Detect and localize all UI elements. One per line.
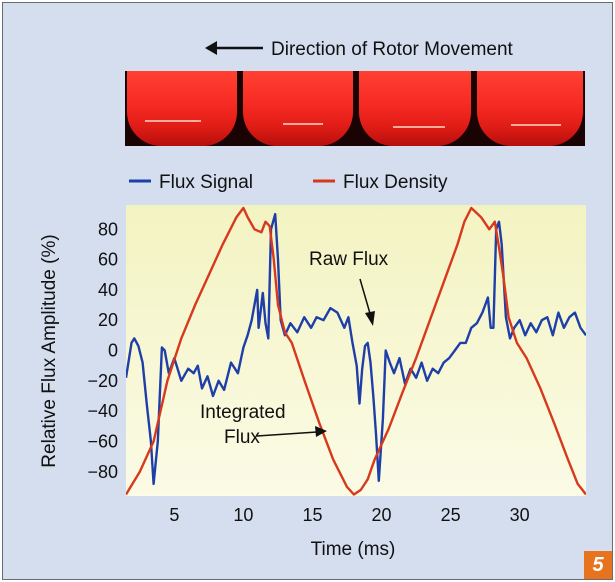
y-tick-label: 40 xyxy=(98,280,118,300)
chart-legend: Flux Signal Flux Density xyxy=(129,172,448,193)
annotation-arrowhead-raw xyxy=(365,311,375,326)
y-tick-label: −40 xyxy=(87,401,118,421)
rotor-pole xyxy=(477,71,583,146)
plot-area xyxy=(126,205,586,496)
rotor-poles-image xyxy=(125,71,585,146)
annotation-raw-flux: Raw Flux xyxy=(309,249,389,270)
x-tick-label: 15 xyxy=(302,505,322,525)
y-tick-label: −20 xyxy=(87,371,118,391)
x-axis-label: Time (ms) xyxy=(311,539,396,560)
rotor-direction-caption: Direction of Rotor Movement xyxy=(205,39,514,60)
x-tick-label: 25 xyxy=(441,505,461,525)
x-tick-label: 30 xyxy=(510,505,530,525)
y-tick-label: 0 xyxy=(108,341,118,361)
y-axis-label: Relative Flux Amplitude (%) xyxy=(39,234,60,467)
annotation-integrated-flux: Flux xyxy=(224,427,260,448)
y-tick-label: 80 xyxy=(98,219,118,239)
annotation-arrow-raw xyxy=(359,278,372,318)
y-tick-label: −60 xyxy=(87,431,118,451)
annotation-arrowhead-integrated xyxy=(315,426,327,437)
arrow-head xyxy=(205,41,217,55)
series-line-flux-density xyxy=(126,206,586,496)
x-tick-label: 10 xyxy=(233,505,253,525)
flux-chart: 80 60 40 20 0 −20 −40 −60 −80 5 10 15 20 25 30 Relati… xyxy=(39,205,586,560)
y-tick-label: 60 xyxy=(98,250,118,270)
annotation-integrated: Integrated xyxy=(200,402,286,423)
rotor-pole xyxy=(359,71,471,146)
rotor-caption-text: Direction of Rotor Movement xyxy=(271,39,514,60)
y-tick-label: −80 xyxy=(87,462,118,482)
legend-label-flux-density: Flux Density xyxy=(343,172,448,193)
annotation-arrow-integrated xyxy=(256,431,318,437)
x-tick-label: 5 xyxy=(169,505,179,525)
figure-number-badge: 5 xyxy=(584,551,612,579)
y-tick-label: 20 xyxy=(98,310,118,330)
series-line-flux-signal xyxy=(126,212,586,486)
rotor-pole xyxy=(127,71,237,146)
legend-label-flux-signal: Flux Signal xyxy=(159,172,253,193)
rotor-pole xyxy=(243,71,353,146)
x-tick-label: 20 xyxy=(372,505,392,525)
